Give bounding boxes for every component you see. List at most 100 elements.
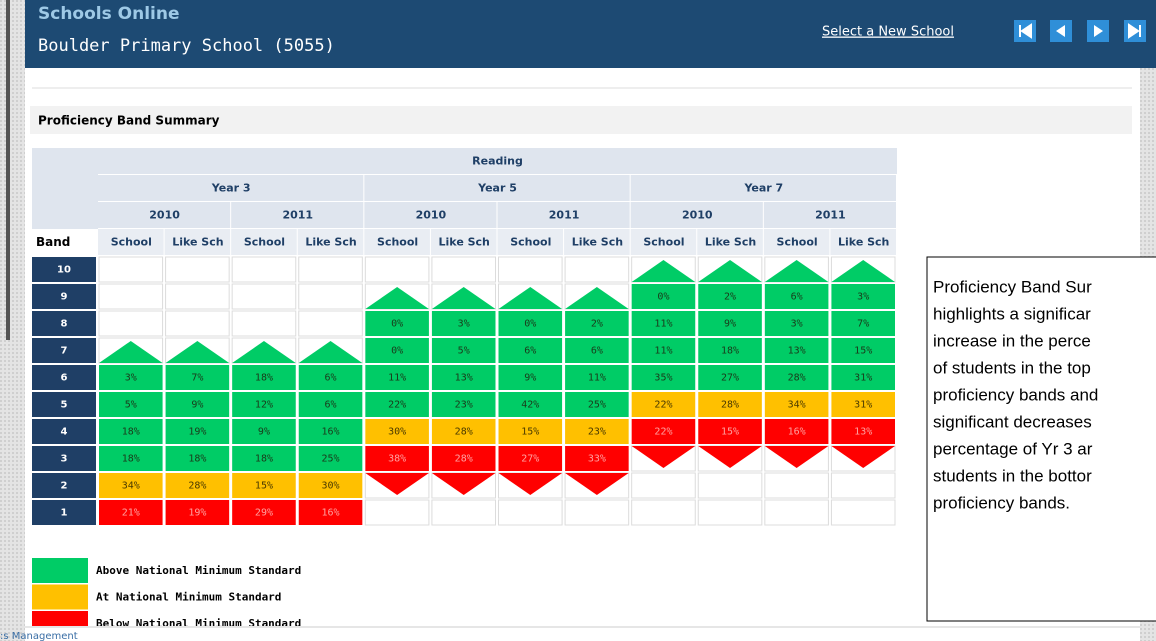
note: Proficiency Band Sur highlights a signifi… [933,277,1098,512]
app-title: Schools Online [38,4,180,24]
score-text: 30% [322,481,340,492]
score-text: 9% [724,319,736,330]
score-cell [232,419,296,444]
score-text: 22% [388,400,406,411]
nav-buttons [1014,20,1146,42]
score-cell [165,446,230,471]
score-cell [631,311,696,336]
first-icon [1019,23,1032,39]
up-arrow [298,341,363,363]
score-text: 42% [521,400,539,411]
score-text: 34% [788,400,806,411]
score-cell [365,338,429,363]
note-line: percentage of Yr 3 ar [933,439,1093,458]
score-text: 28% [721,400,739,411]
band-cell [32,419,96,444]
score-text: 28% [788,373,806,384]
score-cell [232,392,296,417]
period-label: 2010 [682,209,713,222]
note-line: proficiency bands and [933,385,1098,404]
up-arrow [498,287,563,309]
group-label: School [244,236,285,249]
band-cell [32,365,96,390]
empty-cell [564,256,630,283]
empty-cell [431,499,496,526]
note-line: Proficiency Band Sur [933,277,1092,296]
band-label: 9 [61,292,68,303]
empty-cell [498,256,563,283]
empty-cell [98,310,164,337]
band-cell [32,311,96,336]
period-header [364,202,497,228]
left-gutter [0,0,25,641]
select-school-link[interactable]: Select a New School [822,25,954,40]
up-arrow [165,341,230,363]
up-arrow [831,260,895,282]
note-line: highlights a significar [933,304,1091,323]
group-label: Like Sch [439,236,490,249]
period-label: 2010 [416,209,447,222]
subject-label: Reading [472,155,523,168]
band-label: 7 [61,346,68,357]
note-line: proficiency bands. [933,493,1070,512]
score-text: 5% [458,346,470,357]
score-cell [698,419,762,444]
left-bar [6,0,10,340]
score-text: 18% [122,454,140,465]
up-arrow [99,341,163,363]
group-label: Like Sch [838,236,889,249]
score-cell [431,392,496,417]
score-cell [298,392,363,417]
header-bar [25,0,1156,68]
score-text: 18% [255,454,273,465]
next-icon [1094,25,1103,37]
score-text: 18% [255,373,273,384]
score-cell [431,419,496,444]
empty-cell [631,472,696,499]
empty-cell [830,499,896,526]
score-cell [232,500,296,525]
footer-link[interactable]: :s Management [0,631,78,641]
score-text: 16% [322,427,340,438]
up-arrow [698,260,762,282]
score-text: 28% [455,454,473,465]
score-cell [565,392,629,417]
period-header [763,202,896,228]
band-cell [32,500,96,525]
score-cell [99,419,163,444]
empty-cell [165,256,230,283]
band-cell [32,284,96,309]
score-text: 3% [125,373,137,384]
empty-cell [364,499,430,526]
score-text: 29% [255,508,273,519]
empty-cell [697,472,763,499]
period-header [497,202,630,228]
score-text: 11% [588,373,606,384]
empty-cell [564,499,630,526]
score-cell [631,365,696,390]
group-label: Like Sch [172,236,223,249]
band-cell [32,473,96,498]
score-cell [764,392,829,417]
legend-label: At National Minimum Standard [96,591,281,604]
score-cell [831,338,895,363]
score-cell [99,392,163,417]
period-header [98,202,231,228]
period-label: 2011 [815,209,846,222]
band-cell [32,392,96,417]
score-text: 0% [391,346,403,357]
empty-cell [231,310,297,337]
score-text: 6% [591,346,603,357]
band-header: Band [36,235,70,249]
score-text: 27% [521,454,539,465]
score-cell [99,500,163,525]
score-cell [698,392,762,417]
band-label: 3 [61,454,68,465]
year-header [630,175,896,201]
score-cell [165,473,230,498]
score-text: 9% [524,373,536,384]
empty-cell [631,499,696,526]
up-arrow [365,287,429,309]
year-header [98,175,364,201]
score-text: 33% [588,454,606,465]
